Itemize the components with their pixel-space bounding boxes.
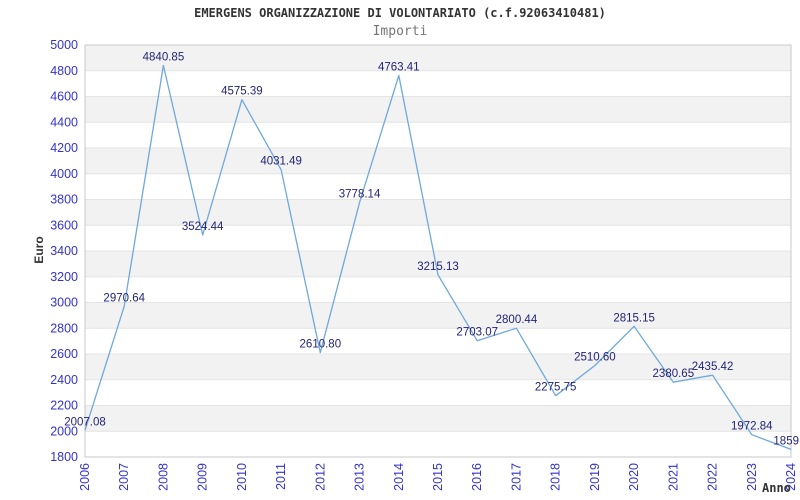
y-tick-label-4600: 4600 [50, 90, 78, 104]
x-tick-label-2017: 2017 [509, 463, 523, 491]
y-tick-label-3200: 3200 [50, 270, 78, 284]
y-tick-label-2800: 2800 [50, 321, 78, 335]
grid-band [85, 354, 791, 380]
x-tick-label-2024: 2024 [784, 463, 798, 491]
x-tick-label-2007: 2007 [117, 463, 131, 491]
grid-band [85, 45, 791, 71]
data-label-2024: 1859.4 [773, 435, 800, 447]
x-tick-label-2016: 2016 [470, 463, 484, 491]
x-tick-label-2020: 2020 [627, 463, 641, 491]
data-label-2021: 2380.65 [653, 368, 695, 380]
plot-bands [85, 45, 791, 457]
y-tick-label-4200: 4200 [50, 141, 78, 155]
series-line [84, 64, 792, 451]
data-label-2018: 2275.75 [535, 382, 577, 394]
grid-band [85, 405, 791, 432]
grid-band [85, 148, 791, 174]
y-tick-label-1800: 1800 [50, 450, 78, 464]
gridlines [84, 44, 792, 458]
data-label-2023: 1972.84 [731, 421, 773, 433]
grid-band [85, 70, 791, 97]
data-label-2006: 2007.08 [64, 416, 106, 428]
data-label-2014: 4763.41 [378, 61, 420, 73]
chart-subtitle: Importi [372, 24, 428, 39]
chart-title: EMERGENS ORGANIZZAZIONE DI VOLONTARIATO … [194, 6, 606, 20]
y-tick-label-2000: 2000 [50, 424, 78, 438]
data-label-2012: 2610.80 [300, 339, 342, 351]
grid-band [85, 276, 791, 303]
x-tick-label-2015: 2015 [431, 463, 445, 491]
y-tick-label-4400: 4400 [50, 115, 78, 129]
data-label-2009: 3524.44 [182, 221, 224, 233]
grid-band [85, 328, 791, 354]
data-label-2011: 4031.49 [260, 156, 302, 168]
x-tick-label-2013: 2013 [353, 463, 367, 491]
x-axis-title: Anno [762, 481, 791, 495]
y-tick-label-3800: 3800 [50, 193, 78, 207]
x-tick-label-2018: 2018 [549, 463, 563, 491]
grid-band [85, 379, 791, 406]
y-tick-label-2400: 2400 [50, 373, 78, 387]
y-tick-label-3600: 3600 [50, 218, 78, 232]
grid-band [85, 225, 791, 251]
x-tick-label-2023: 2023 [745, 463, 759, 491]
data-labels: 2007.08 2970.64 4840.85 3524.44 4575.39 4031.… [64, 51, 800, 447]
data-label-2020: 2815.15 [613, 312, 655, 324]
data-label-2022: 2435.42 [692, 361, 734, 373]
axis-ticks: 1800 2000 2200 2400 2600 2800 3000 3200 3400 3600… [50, 38, 798, 491]
y-tick-label-3400: 3400 [50, 244, 78, 258]
x-tick-label-2021: 2021 [666, 463, 680, 491]
x-tick-label-2019: 2019 [588, 463, 602, 491]
y-tick-label-3000: 3000 [50, 296, 78, 310]
y-axis-title: Euro [32, 236, 46, 263]
x-tick-label-2006: 2006 [78, 463, 92, 491]
x-tick-label-2022: 2022 [706, 463, 720, 491]
grid-band [85, 173, 791, 200]
x-tick-label-2010: 2010 [235, 463, 249, 491]
x-tick-label-2009: 2009 [196, 463, 210, 491]
data-label-2013: 3778.14 [339, 188, 381, 200]
y-tick-label-2600: 2600 [50, 347, 78, 361]
grid-band [85, 96, 791, 123]
x-tick-label-2012: 2012 [313, 463, 327, 491]
data-label-2010: 4575.39 [221, 86, 263, 98]
data-label-2015: 3215.13 [417, 261, 459, 273]
y-tick-label-5000: 5000 [50, 38, 78, 52]
grid-band [85, 302, 791, 329]
x-tick-label-2011: 2011 [274, 463, 288, 490]
y-tick-label-2200: 2200 [50, 399, 78, 413]
data-label-2008: 4840.85 [143, 51, 185, 63]
data-label-2007: 2970.64 [103, 292, 145, 304]
data-label-2017: 2800.44 [496, 314, 538, 326]
grid-band [85, 431, 791, 457]
x-tick-label-2008: 2008 [156, 463, 170, 491]
x-tick-label-2014: 2014 [392, 463, 406, 491]
series-layer [84, 64, 792, 451]
data-label-2019: 2510.60 [574, 352, 616, 364]
grid-band [85, 199, 791, 226]
plot-border [84, 44, 792, 458]
grid-band [85, 122, 791, 148]
y-tick-label-4000: 4000 [50, 167, 78, 181]
y-tick-label-4800: 4800 [50, 64, 78, 78]
data-label-2016: 2703.07 [456, 327, 498, 339]
